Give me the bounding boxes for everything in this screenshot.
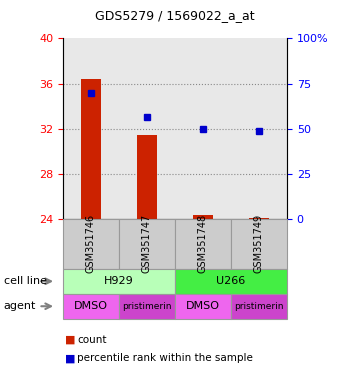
Bar — [81, 79, 101, 219]
Text: pristimerin: pristimerin — [234, 302, 284, 311]
Text: DMSO: DMSO — [74, 301, 108, 311]
Text: ■: ■ — [65, 353, 75, 363]
Text: cell line: cell line — [4, 276, 47, 286]
Text: GSM351747: GSM351747 — [142, 214, 152, 273]
Text: GDS5279 / 1569022_a_at: GDS5279 / 1569022_a_at — [95, 9, 255, 22]
Text: agent: agent — [4, 301, 36, 311]
Bar — [249, 218, 269, 219]
Bar — [193, 215, 213, 219]
Text: H929: H929 — [104, 276, 134, 286]
Text: GSM351746: GSM351746 — [86, 214, 96, 273]
Text: GSM351749: GSM351749 — [254, 214, 264, 273]
Text: DMSO: DMSO — [186, 301, 220, 311]
Text: percentile rank within the sample: percentile rank within the sample — [77, 353, 253, 363]
Text: U266: U266 — [216, 276, 246, 286]
Text: GSM351748: GSM351748 — [198, 214, 208, 273]
Bar — [137, 136, 157, 219]
Text: count: count — [77, 335, 106, 345]
Text: pristimerin: pristimerin — [122, 302, 172, 311]
Text: ■: ■ — [65, 335, 75, 345]
